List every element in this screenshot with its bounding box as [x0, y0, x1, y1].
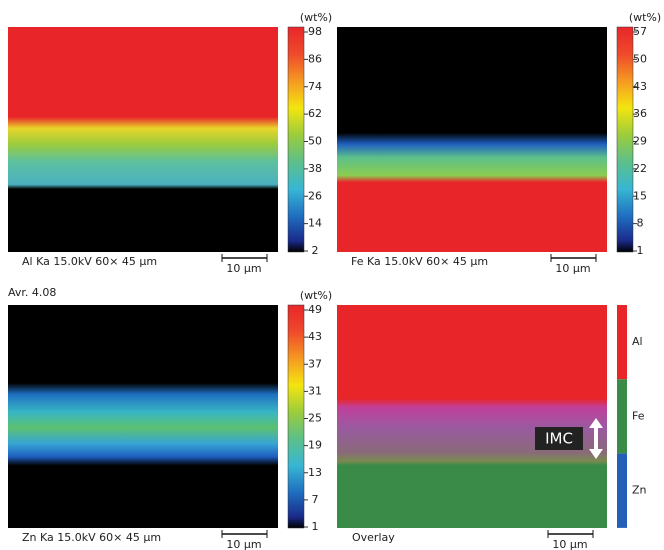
scale-label: 10 µm — [226, 262, 261, 275]
colorbar-label: 74 — [308, 80, 322, 93]
colorbar-label: 38 — [308, 162, 322, 175]
map-image — [8, 305, 278, 528]
colorbar-label: 43 — [633, 80, 647, 93]
colorbar-label: 43 — [308, 330, 322, 343]
average: Avr. 4.08 — [8, 286, 56, 299]
caption: Al Ka 15.0kV 60× 45 µm — [22, 255, 157, 268]
unit-label: (wt%) — [629, 11, 661, 24]
colorbar-label: 62 — [308, 107, 322, 120]
colorbar-label: 14 — [308, 217, 322, 230]
overlay-image — [337, 305, 607, 528]
colorbar-label: 37 — [308, 357, 322, 370]
colorbar-label: 1 — [312, 520, 319, 533]
scale-label: 10 µm — [555, 262, 590, 275]
colorbar — [287, 26, 305, 253]
colorbar-label: 57 — [633, 25, 647, 38]
legend-swatch — [617, 305, 627, 380]
unit-label: (wt%) — [300, 11, 332, 24]
map-image — [337, 27, 607, 252]
colorbar-label: 1 — [637, 244, 644, 257]
caption: Fe Ka 15.0kV 60× 45 µm — [351, 255, 488, 268]
colorbar-label: 50 — [633, 52, 647, 65]
colorbar-label: 19 — [308, 439, 322, 452]
caption: Zn Ka 15.0kV 60× 45 µm — [22, 531, 161, 544]
scale-label: 10 µm — [226, 538, 261, 550]
legend-swatch — [617, 453, 627, 528]
colorbar-label: 26 — [308, 189, 322, 202]
colorbar-label: 7 — [312, 493, 319, 506]
colorbar — [287, 304, 305, 529]
colorbar-label: 15 — [633, 189, 647, 202]
caption: Overlay — [352, 531, 395, 544]
unit-label: (wt%) — [300, 289, 332, 302]
annotation-box — [535, 427, 583, 450]
colorbar-label: 86 — [308, 52, 322, 65]
scale-label: 10 µm — [552, 538, 587, 550]
colorbar-label: 98 — [308, 25, 322, 38]
legend-label: Fe — [632, 409, 645, 422]
colorbar-label: 22 — [633, 162, 647, 175]
colorbar-label: 50 — [308, 135, 322, 148]
colorbar-label: 2 — [312, 244, 319, 257]
legend-label: Al — [632, 335, 643, 348]
colorbar-label: 25 — [308, 412, 322, 425]
colorbar-label: 29 — [633, 135, 647, 148]
legend-label: Zn — [632, 484, 647, 497]
colorbar — [616, 26, 634, 253]
map-image — [8, 27, 278, 252]
colorbar-label: 49 — [308, 303, 322, 316]
annotation: IMC — [545, 430, 573, 448]
colorbar-label: 31 — [308, 384, 322, 397]
colorbar-label: 8 — [637, 217, 644, 230]
colorbar-label: 13 — [308, 466, 322, 479]
legend-swatch — [617, 379, 627, 454]
colorbar-label: 36 — [633, 107, 647, 120]
arrow — [589, 418, 603, 459]
